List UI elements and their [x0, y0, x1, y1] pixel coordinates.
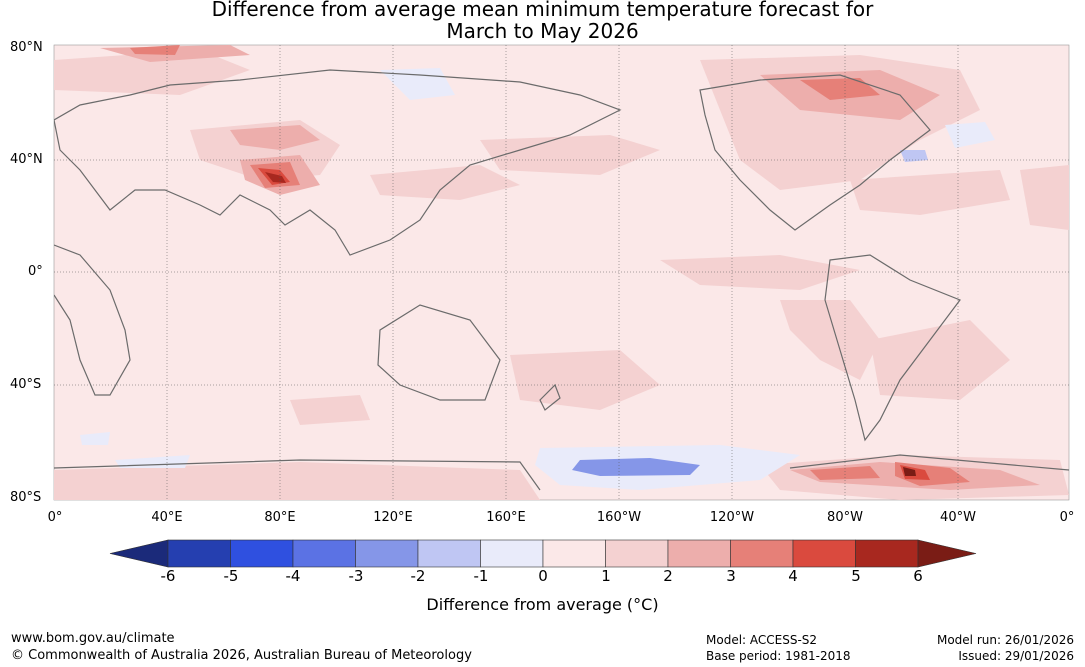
- footer-copyright: © Commonwealth of Australia 2026, Austra…: [11, 648, 472, 663]
- lat-label: 40°N: [10, 152, 43, 167]
- colorbar-segment: [542, 539, 606, 568]
- colorbar-tick: -1: [473, 567, 489, 585]
- lat-label: 80°S: [10, 490, 42, 505]
- colorbar-tick: -2: [410, 567, 426, 585]
- coastlines: [54, 69, 1069, 491]
- footer-model-run: Model run: 26/01/2026: [936, 633, 1074, 647]
- colorbar-segment: [355, 539, 419, 568]
- lon-label: 120°E: [373, 510, 413, 525]
- colorbar-tick: 4: [788, 567, 798, 585]
- colorbar-tick: -6: [160, 567, 176, 585]
- lon-label: 0°: [1059, 510, 1075, 525]
- lon-label: 80°E: [264, 510, 296, 525]
- forecast-map: [53, 44, 1070, 501]
- colorbar-segment: [855, 539, 919, 568]
- footer-issued: Issued: 29/01/2026: [958, 649, 1074, 663]
- colorbar-segment: [417, 539, 481, 568]
- lon-label: 40°W: [940, 510, 976, 525]
- colorbar-label: Difference from average (°C): [426, 595, 659, 614]
- colorbar-tick: 1: [601, 567, 611, 585]
- colorbar: [109, 539, 977, 568]
- colorbar-extend-low: [109, 539, 169, 568]
- lon-label: 0°: [47, 510, 63, 525]
- lon-label: 80°W: [827, 510, 863, 525]
- colorbar-segment: [480, 539, 544, 568]
- chart-title-line-2: March to May 2026: [446, 19, 639, 43]
- colorbar-tick: 5: [851, 567, 861, 585]
- footer-model: Model: ACCESS-S2: [706, 633, 818, 647]
- lon-label: 40°E: [151, 510, 183, 525]
- colorbar-segment: [167, 539, 231, 568]
- colorbar-tick: 2: [663, 567, 673, 585]
- colorbar-tick: -3: [348, 567, 364, 585]
- colorbar-segment: [730, 539, 794, 568]
- colorbar-segment: [605, 539, 669, 568]
- lon-label: 120°W: [709, 510, 755, 525]
- lon-label: 160°E: [486, 510, 526, 525]
- colorbar-segment: [667, 539, 731, 568]
- gridlines: [54, 45, 1069, 500]
- chart-title-line-1: Difference from average mean minimum tem…: [211, 0, 874, 21]
- footer-website: www.bom.gov.au/climate: [11, 631, 175, 646]
- colorbar-tick: 3: [726, 567, 736, 585]
- lat-label: 80°N: [10, 40, 43, 55]
- lat-label: 40°S: [10, 377, 42, 392]
- colorbar-tick: -4: [285, 567, 301, 585]
- colorbar-tick: 0: [538, 567, 548, 585]
- lat-label: 0°: [28, 264, 43, 279]
- colorbar-extend-high: [917, 539, 977, 568]
- colorbar-tick: -5: [223, 567, 239, 585]
- lon-label: 160°W: [596, 510, 642, 525]
- anomaly-shading: [54, 45, 1069, 500]
- colorbar-tick: 6: [913, 567, 923, 585]
- colorbar-segment: [792, 539, 856, 568]
- colorbar-segment: [292, 539, 356, 568]
- footer-base-period: Base period: 1981-2018: [706, 649, 851, 663]
- colorbar-segment: [230, 539, 294, 568]
